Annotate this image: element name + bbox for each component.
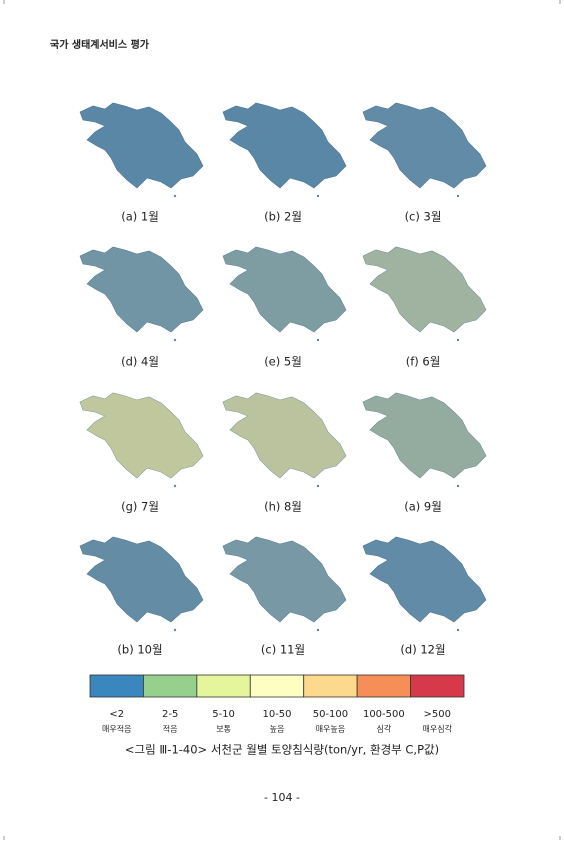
legend-label: 100-500 bbox=[363, 709, 405, 720]
map-figure bbox=[79, 102, 204, 198]
map-overlay bbox=[223, 537, 346, 622]
map-figure bbox=[222, 392, 347, 488]
legend-label: <2 bbox=[109, 709, 124, 720]
map-caption: (a) 9월 bbox=[404, 500, 442, 514]
map-figure bbox=[362, 536, 487, 632]
legend-sublabel: 매우심각 bbox=[423, 724, 453, 734]
map-caption: (c) 11월 bbox=[261, 643, 305, 657]
legend-label: >500 bbox=[424, 709, 451, 720]
map-figure bbox=[79, 536, 204, 632]
legend-swatch bbox=[410, 674, 465, 698]
legend-swatch bbox=[249, 674, 305, 698]
map-overlay bbox=[363, 247, 486, 332]
map-overlay bbox=[80, 393, 203, 478]
map-figure bbox=[362, 246, 487, 342]
map-island bbox=[173, 628, 177, 632]
map-island bbox=[316, 338, 320, 342]
map-caption: (d) 4월 bbox=[121, 355, 159, 369]
legend-swatch bbox=[356, 674, 411, 698]
legend-sublabel: 심각 bbox=[376, 724, 391, 734]
map-caption: (d) 12월 bbox=[400, 643, 445, 657]
map-island bbox=[316, 194, 320, 198]
legend-sublabel: 매우적음 bbox=[102, 724, 131, 734]
figure-caption: <그림 Ⅲ-1-40> 서천군 월별 토양침식량(ton/yr, 환경부 C,P… bbox=[125, 743, 439, 757]
map-overlay bbox=[363, 537, 486, 622]
legend-sublabel: 높음 bbox=[270, 725, 285, 734]
map-overlay bbox=[363, 393, 486, 478]
map-caption: (c) 3월 bbox=[405, 210, 442, 224]
map-figure bbox=[222, 536, 347, 632]
running-header: 국가 생태계서비스 평가 bbox=[50, 38, 150, 51]
map-island bbox=[456, 628, 460, 632]
legend-sublabel: 적음 bbox=[163, 724, 178, 734]
map-figure bbox=[362, 392, 487, 488]
map-caption: (a) 1월 bbox=[121, 210, 159, 224]
map-island bbox=[316, 628, 320, 632]
legend-label: 2-5 bbox=[162, 709, 178, 720]
legend-swatch bbox=[303, 674, 358, 698]
legend-label: 5-10 bbox=[212, 709, 235, 720]
crop-marks bbox=[3, 0, 561, 840]
map-island bbox=[316, 484, 320, 488]
page-number: - 104 - bbox=[264, 791, 300, 804]
map-figure bbox=[222, 246, 347, 342]
map-overlay bbox=[223, 247, 346, 332]
map-overlay bbox=[80, 537, 203, 622]
map-figure bbox=[362, 102, 487, 198]
map-figure bbox=[222, 102, 347, 198]
map-island bbox=[456, 484, 460, 488]
legend-label: 10-50 bbox=[262, 709, 291, 720]
legend-swatch bbox=[196, 674, 251, 698]
map-island bbox=[173, 484, 177, 488]
map-island bbox=[456, 338, 460, 342]
map-caption: (f) 6월 bbox=[406, 355, 441, 369]
map-figure bbox=[79, 246, 204, 342]
map-overlay bbox=[80, 247, 203, 332]
legend-swatch bbox=[89, 674, 144, 698]
map-overlay bbox=[363, 103, 486, 188]
legend-sublabel: 매우높음 bbox=[316, 725, 345, 734]
map-caption: (g) 7월 bbox=[121, 500, 159, 514]
map-caption: (e) 5월 bbox=[264, 355, 302, 369]
map-caption: (b) 10월 bbox=[117, 643, 162, 657]
legend-swatch bbox=[143, 674, 198, 698]
legend-sublabel: 보통 bbox=[216, 725, 231, 734]
map-island bbox=[173, 338, 177, 342]
map-overlay bbox=[223, 393, 346, 478]
map-island bbox=[456, 194, 460, 198]
map-caption: (b) 2월 bbox=[264, 210, 302, 224]
map-island bbox=[173, 194, 177, 198]
legend-label: 50-100 bbox=[313, 709, 348, 720]
map-figure bbox=[79, 392, 204, 488]
map-caption: (h) 8월 bbox=[264, 500, 302, 514]
